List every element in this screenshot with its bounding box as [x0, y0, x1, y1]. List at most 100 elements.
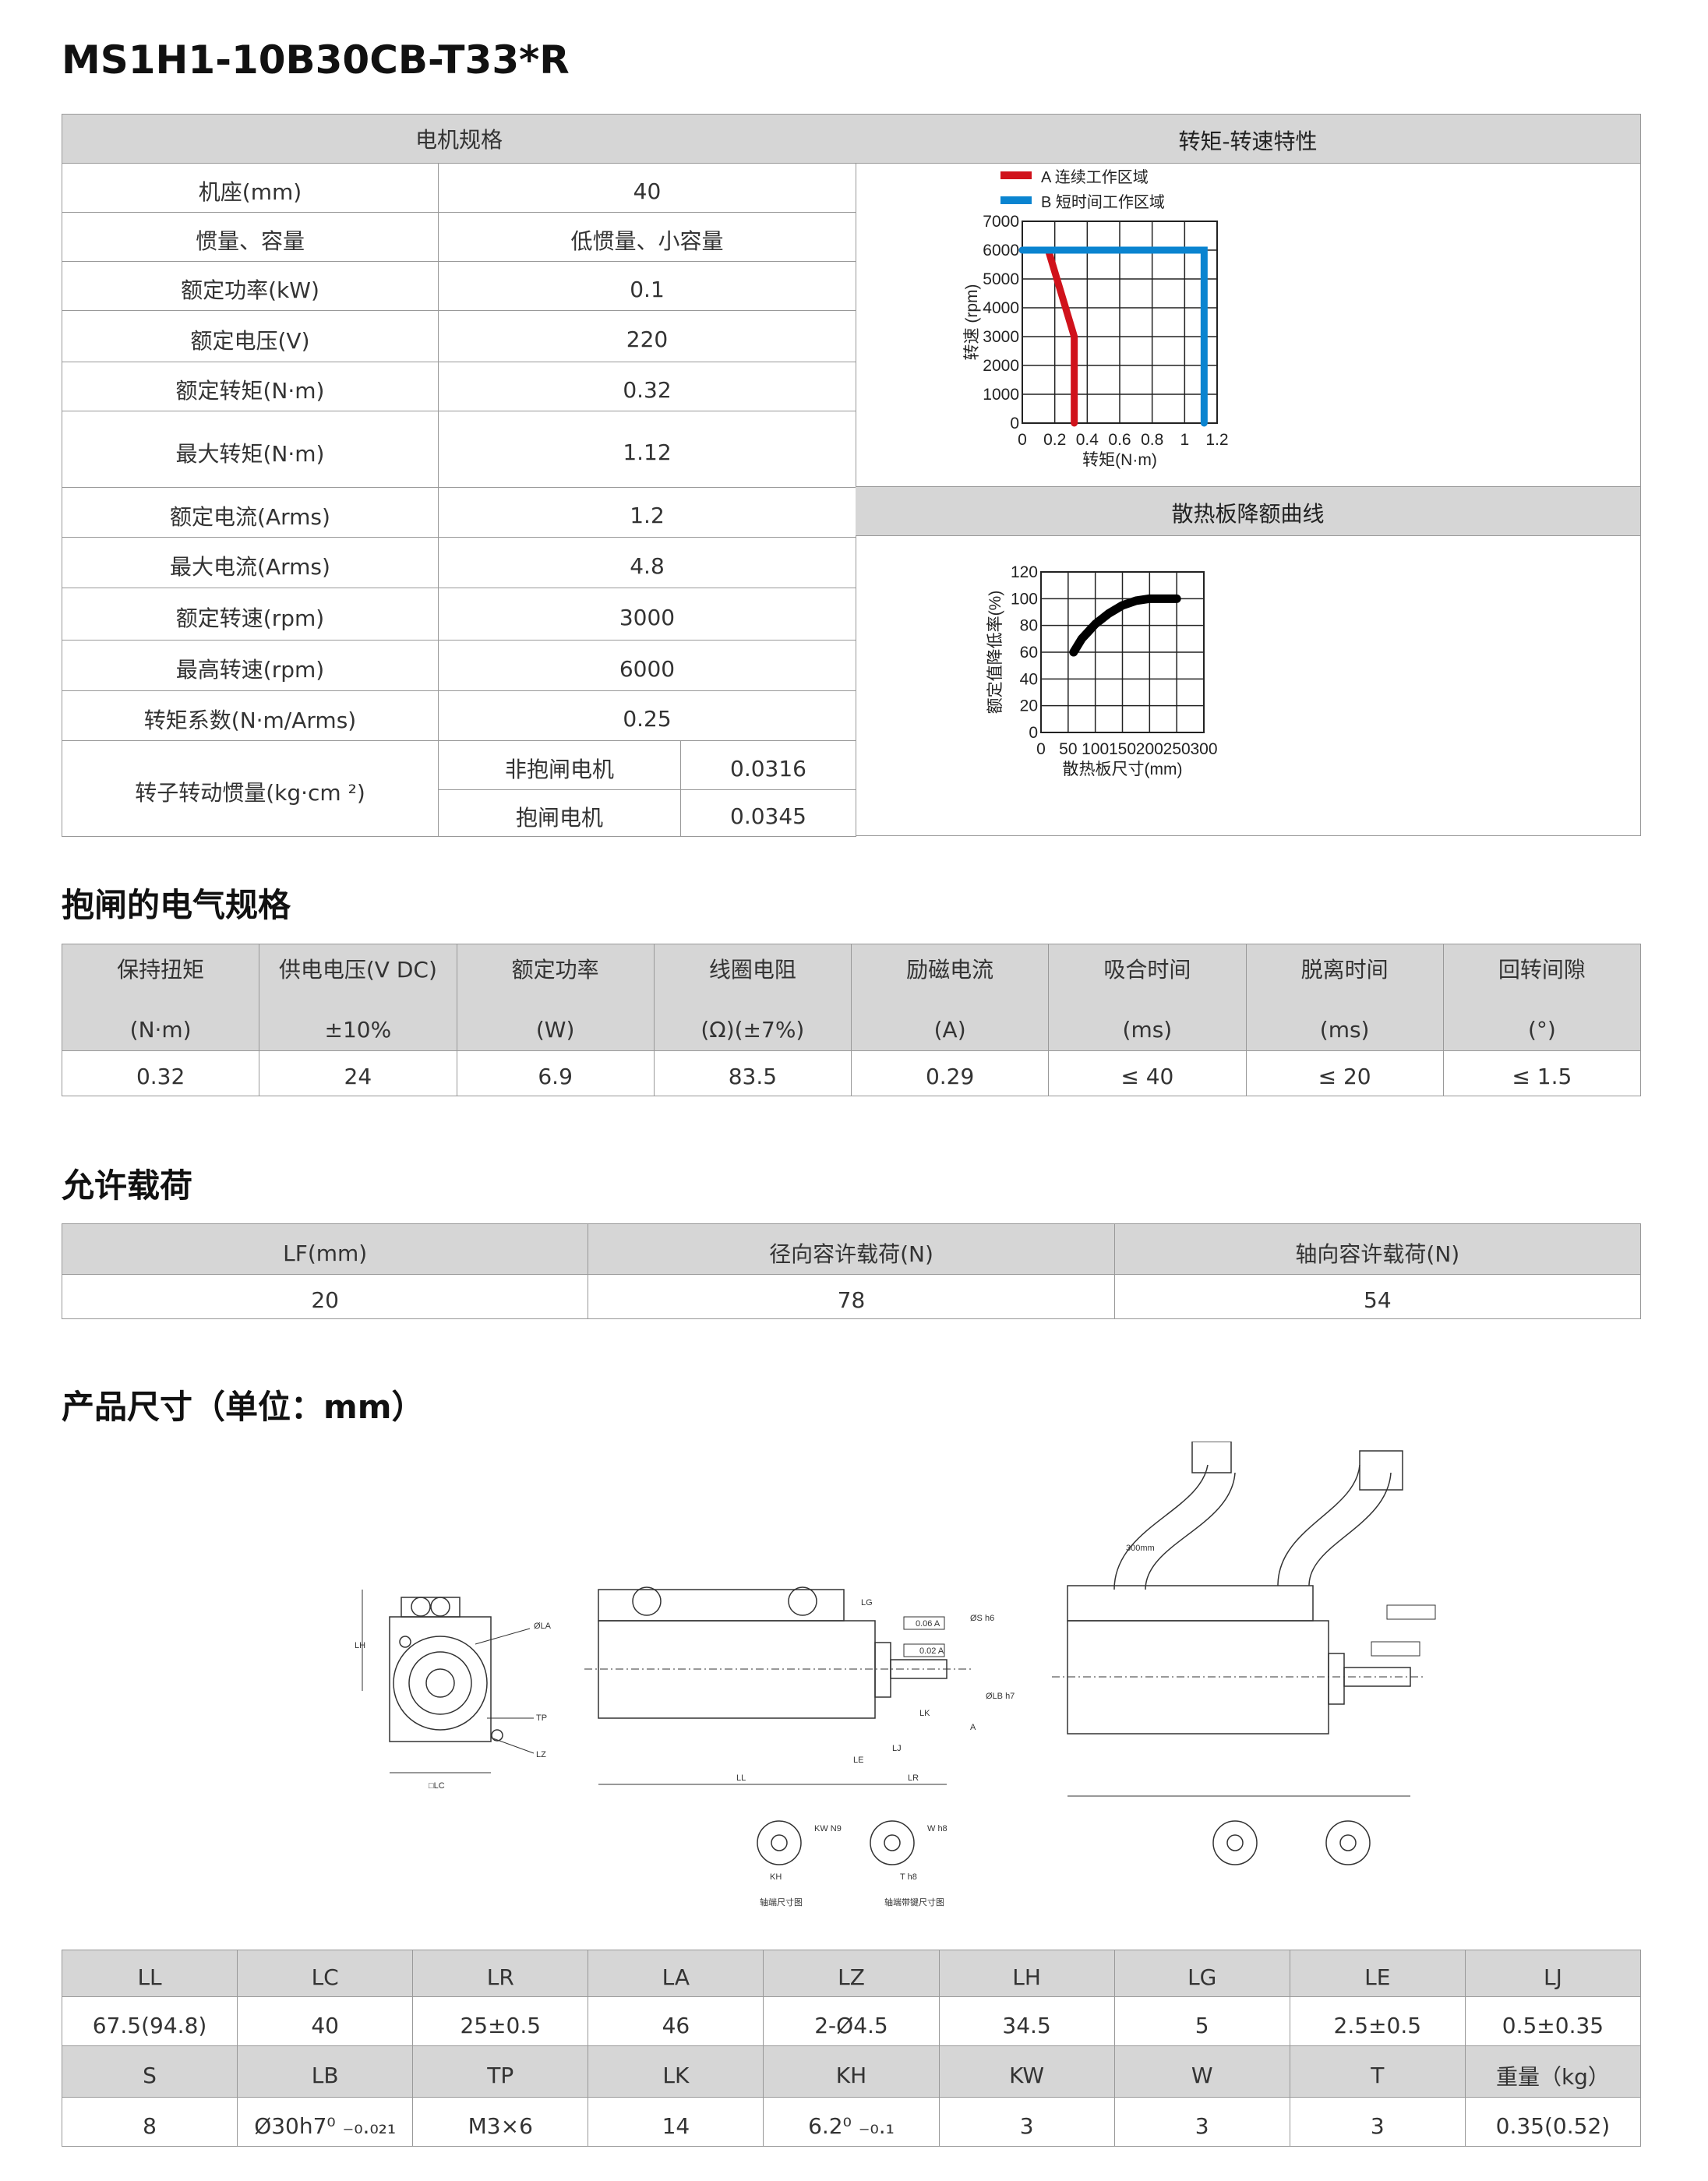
spec-label: 最高转速(rpm)	[62, 640, 439, 691]
header-unit: ±10%	[324, 1016, 392, 1043]
x-tick-label: 300	[1190, 740, 1217, 758]
y-tick-label: 0	[1010, 415, 1019, 432]
dimension-value: 0.35(0.52)	[1464, 2097, 1642, 2147]
header-unit: (N·m)	[129, 1016, 192, 1043]
spec-row: 额定转速(rpm) 3000	[62, 588, 856, 641]
derating-panel: 散热板降额曲线 0 50 100 150 200 250 300 0 20 40 60 80 100 12…	[856, 487, 1641, 836]
load-header: 径向容许载荷(N)	[588, 1223, 1115, 1275]
brake-value-row: 0.32 24 6.9 83.5 0.29 ≤ 40 ≤ 20 ≤ 1.5	[61, 1050, 1642, 1096]
x-tick-label: 200	[1136, 740, 1163, 758]
y-tick-label: 20	[1020, 697, 1038, 715]
x-tick-label: 0.2	[1043, 431, 1066, 449]
y-tick-label: 4000	[983, 299, 1019, 317]
spec-value: 0.32	[438, 362, 856, 411]
dimension-label-a: A	[970, 1723, 976, 1732]
dimension-header: LA	[588, 1950, 764, 1997]
spec-header-row: 电机规格	[62, 114, 856, 164]
dimension-header: LB	[237, 2045, 414, 2098]
derating-chart: 0 50 100 150 200 250 300020406080100120散热板尺寸(m…	[986, 563, 1218, 778]
dimension-value: 5	[1113, 1996, 1290, 2046]
dimension-value: 67.5(94.8)	[61, 1996, 238, 2046]
brake-header: 回转间隙 (°)	[1442, 944, 1642, 1051]
x-axis-label: 转矩(N·m)	[1082, 451, 1157, 469]
y-tick-label: 60	[1020, 644, 1038, 662]
spec-label: 额定转矩(N·m)	[62, 362, 439, 411]
dimension-header: LR	[412, 1950, 589, 1997]
header-line: 线圈电阻	[708, 956, 796, 983]
header-line: 回转间隙	[1498, 956, 1586, 983]
dimension-value: 25±0.5	[412, 1996, 589, 2046]
brake-header: 供电电压(V DC) ±10%	[259, 944, 457, 1051]
header-line: 励磁电流	[906, 956, 994, 983]
header-unit: (A)	[933, 1016, 966, 1043]
header-unit: (Ω)(±7%)	[700, 1016, 805, 1043]
brake-header: 保持扭矩 (N·m)	[61, 944, 260, 1051]
spec-row: 惯量、容量 低惯量、小容量	[62, 212, 856, 262]
load-table: LF(mm) 径向容许载荷(N) 轴向容许载荷(N) 20 78 54	[61, 1223, 1642, 1319]
header-line: 供电电压(V DC)	[278, 956, 437, 983]
brake-header: 额定功率 (W)	[456, 944, 655, 1051]
brake-header: 线圈电阻 (Ω)(±7%)	[653, 944, 852, 1051]
dimension-value: 3	[1289, 2097, 1466, 2147]
y-tick-label: 7000	[983, 213, 1019, 231]
spec-label: 转矩系数(N·m/Arms)	[62, 690, 439, 741]
x-tick-label: 0	[1036, 740, 1046, 758]
x-tick-label: 0.8	[1141, 431, 1163, 449]
spec-value: 40	[438, 163, 856, 213]
torque-speed-panel: 转矩-转速特性 0 0.2 0.4 0.6 0.8 1 1.2 0 1000 2000 3000 40…	[856, 114, 1641, 487]
spec-row: 抱闸电机 0.0345	[62, 789, 856, 837]
spec-value: 0.1	[438, 261, 856, 311]
dimension-label-lk: LK	[919, 1709, 930, 1718]
dimension-label-le: LE	[853, 1756, 863, 1765]
brake-value: 0.32	[61, 1050, 260, 1096]
dimension-label-lr: LR	[908, 1773, 919, 1783]
y-tick-label: 3000	[983, 328, 1019, 346]
dimension-header: W	[1113, 2045, 1290, 2098]
spec-row: 最高转速(rpm) 6000	[62, 640, 856, 691]
plot-frame	[1022, 221, 1218, 424]
dimension-label-tol1: 0.06 A	[916, 1619, 940, 1629]
dimension-value: 14	[588, 2097, 764, 2147]
spec-value: 1.2	[438, 487, 856, 538]
dimension-value: 2-Ø4.5	[763, 1996, 940, 2046]
dimension-value: 3	[938, 2097, 1115, 2147]
brake-spec-table: 保持扭矩 (N·m) 供电电压(V DC) ±10% 额定功率 (W) 线圈电阻 (Ω)(±7…	[61, 944, 1642, 1096]
dimension-header: T	[1289, 2045, 1466, 2098]
header-unit: (ms)	[1319, 1016, 1370, 1043]
spec-row: 最大电流(Arms) 4.8	[62, 537, 856, 588]
inertia-value: 0.0316	[680, 740, 856, 790]
dimension-label-w: W h8	[927, 1824, 948, 1833]
y-axis-label: 额定值降低率(%)	[986, 591, 1004, 715]
x-tick-label: 150	[1109, 740, 1136, 758]
spec-label: 额定功率(kW)	[62, 261, 439, 311]
spec-row: 最大转矩(N·m) 1.12	[62, 411, 856, 488]
brake-value: 24	[259, 1050, 457, 1096]
brake-value: ≤ 40	[1048, 1050, 1247, 1096]
spec-value: 3000	[438, 588, 856, 641]
header-unit: (°)	[1527, 1016, 1556, 1043]
load-value: 78	[588, 1274, 1115, 1319]
dimension-label-lj: LJ	[892, 1744, 902, 1753]
torque-speed-chart: 0 0.2 0.4 0.6 0.8 1 1.2 0 1000 2000 3000 4000 5000 60…	[963, 168, 1229, 469]
dimension-header: KW	[938, 2045, 1115, 2098]
spec-label: 额定电流(Arms)	[62, 487, 439, 538]
load-value: 20	[61, 1274, 589, 1319]
spec-row: 额定功率(kW) 0.1	[62, 261, 856, 311]
header-unit: (ms)	[1122, 1016, 1173, 1043]
dimension-header: LC	[237, 1950, 414, 1997]
torque-speed-title: 转矩-转速特性	[856, 115, 1640, 164]
spec-label: 最大电流(Arms)	[62, 537, 439, 588]
y-tick-label: 6000	[983, 242, 1019, 259]
dimension-header: LK	[588, 2045, 764, 2098]
dims-section-title: 产品尺寸（单位：mm）	[62, 1388, 425, 1426]
legend-label: B 短时间工作区域	[1041, 193, 1165, 211]
dimension-value: Ø30h7⁰ ₋₀.₀₂₁	[237, 2097, 414, 2147]
y-axis-label: 转速 (rpm)	[963, 284, 981, 361]
header-unit: (W)	[535, 1016, 575, 1043]
load-section-title: 允许载荷	[62, 1166, 193, 1205]
dimension-label-kw: KW N9	[814, 1824, 842, 1833]
series-line	[1069, 594, 1181, 657]
dimension-label-kh: KH	[770, 1872, 782, 1882]
dimension-label-la: ØLA	[534, 1622, 552, 1631]
dimension-value: 0.5±0.35	[1464, 1996, 1642, 2046]
